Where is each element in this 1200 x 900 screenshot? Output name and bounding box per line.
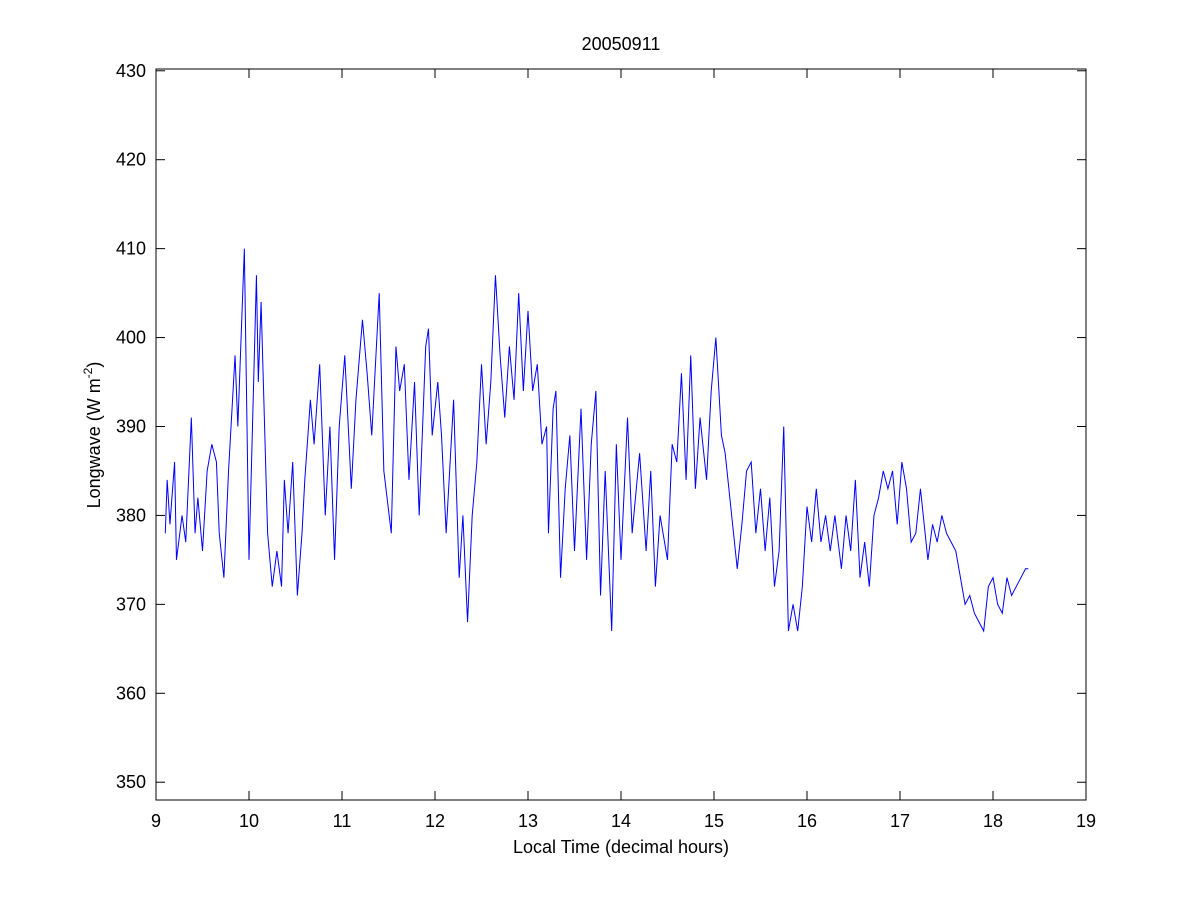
y-tick-label: 380 <box>116 505 146 525</box>
x-tick-label: 19 <box>1076 811 1096 831</box>
y-tick-label: 370 <box>116 594 146 614</box>
y-axis-label-end: ) <box>84 362 104 368</box>
x-tick-label: 16 <box>797 811 817 831</box>
y-axis-label-superscript: -2 <box>81 367 95 378</box>
x-tick-label: 17 <box>890 811 910 831</box>
x-tick-label: 9 <box>151 811 161 831</box>
x-tick-label: 13 <box>518 811 538 831</box>
y-tick-label: 410 <box>116 239 146 259</box>
x-tick-label: 15 <box>704 811 724 831</box>
x-tick-label: 11 <box>333 811 352 831</box>
y-tick-label: 400 <box>116 328 146 348</box>
x-tick-label: 10 <box>239 811 259 831</box>
x-axis-label: Local Time (decimal hours) <box>513 837 729 857</box>
data-line <box>164 248 1029 633</box>
x-tick-label: 14 <box>611 811 631 831</box>
y-axis-label: Longwave (W m-2) <box>81 362 104 509</box>
y-tick-label: 350 <box>116 772 146 792</box>
x-tick-label: 18 <box>983 811 1003 831</box>
y-tick-label: 420 <box>116 150 146 170</box>
y-axis-label-text: Longwave (W m <box>84 378 104 508</box>
y-tick-label: 430 <box>116 61 146 81</box>
chart-title: 20050911 <box>582 34 661 54</box>
y-tick-label: 360 <box>116 683 146 703</box>
y-tick-label: 390 <box>116 416 146 436</box>
x-tick-label: 12 <box>425 811 445 831</box>
